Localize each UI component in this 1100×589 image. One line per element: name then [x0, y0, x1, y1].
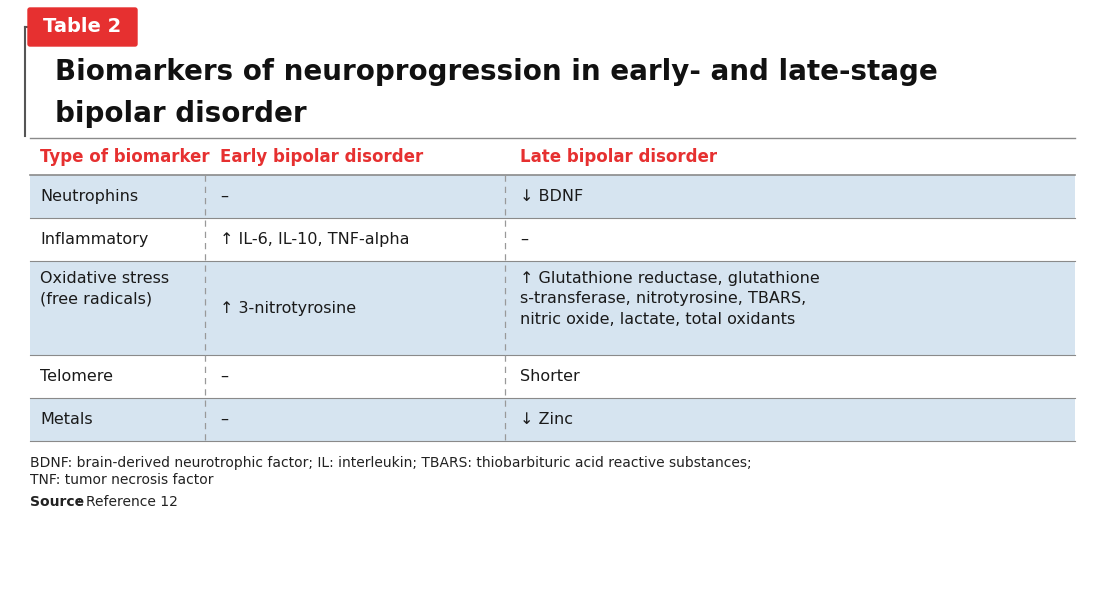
Text: bipolar disorder: bipolar disorder	[55, 100, 307, 128]
Text: ↑ 3-nitrotyrosine: ↑ 3-nitrotyrosine	[220, 300, 356, 316]
Bar	[30, 175, 1075, 218]
Text: –: –	[520, 232, 528, 247]
Text: TNF: tumor necrosis factor: TNF: tumor necrosis factor	[30, 473, 213, 487]
Text: –: –	[220, 369, 228, 384]
Text: Inflammatory: Inflammatory	[40, 232, 148, 247]
Bar	[30, 355, 1075, 398]
Text: BDNF: brain-derived neurotrophic factor; IL: interleukin; TBARS: thiobarbituric : BDNF: brain-derived neurotrophic factor;…	[30, 456, 751, 470]
Text: Table 2: Table 2	[43, 18, 122, 37]
Text: Telomere: Telomere	[40, 369, 113, 384]
Text: ↑ IL-6, IL-10, TNF-alpha: ↑ IL-6, IL-10, TNF-alpha	[220, 232, 409, 247]
Text: Biomarkers of neuroprogression in early- and late-stage: Biomarkers of neuroprogression in early-…	[55, 58, 937, 86]
Text: Source: Source	[30, 495, 84, 509]
Text: Late bipolar disorder: Late bipolar disorder	[520, 147, 717, 166]
Text: Early bipolar disorder: Early bipolar disorder	[220, 147, 424, 166]
Bar	[30, 398, 1075, 441]
Text: –: –	[220, 412, 228, 427]
FancyBboxPatch shape	[28, 8, 138, 46]
Text: ↑ Glutathione reductase, glutathione
s-transferase, nitrotyrosine, TBARS,
nitric: ↑ Glutathione reductase, glutathione s-t…	[520, 271, 820, 327]
Bar	[30, 261, 1075, 355]
Text: ↓ Zinc: ↓ Zinc	[520, 412, 573, 427]
Text: Type of biomarker: Type of biomarker	[40, 147, 210, 166]
Text: Shorter: Shorter	[520, 369, 580, 384]
Bar	[30, 218, 1075, 261]
Text: ↓ BDNF: ↓ BDNF	[520, 189, 583, 204]
Text: Neutrophins: Neutrophins	[40, 189, 139, 204]
Text: –: –	[220, 189, 228, 204]
Text: Oxidative stress
(free radicals): Oxidative stress (free radicals)	[40, 271, 169, 306]
Text: Metals: Metals	[40, 412, 92, 427]
Text: : Reference 12: : Reference 12	[77, 495, 178, 509]
